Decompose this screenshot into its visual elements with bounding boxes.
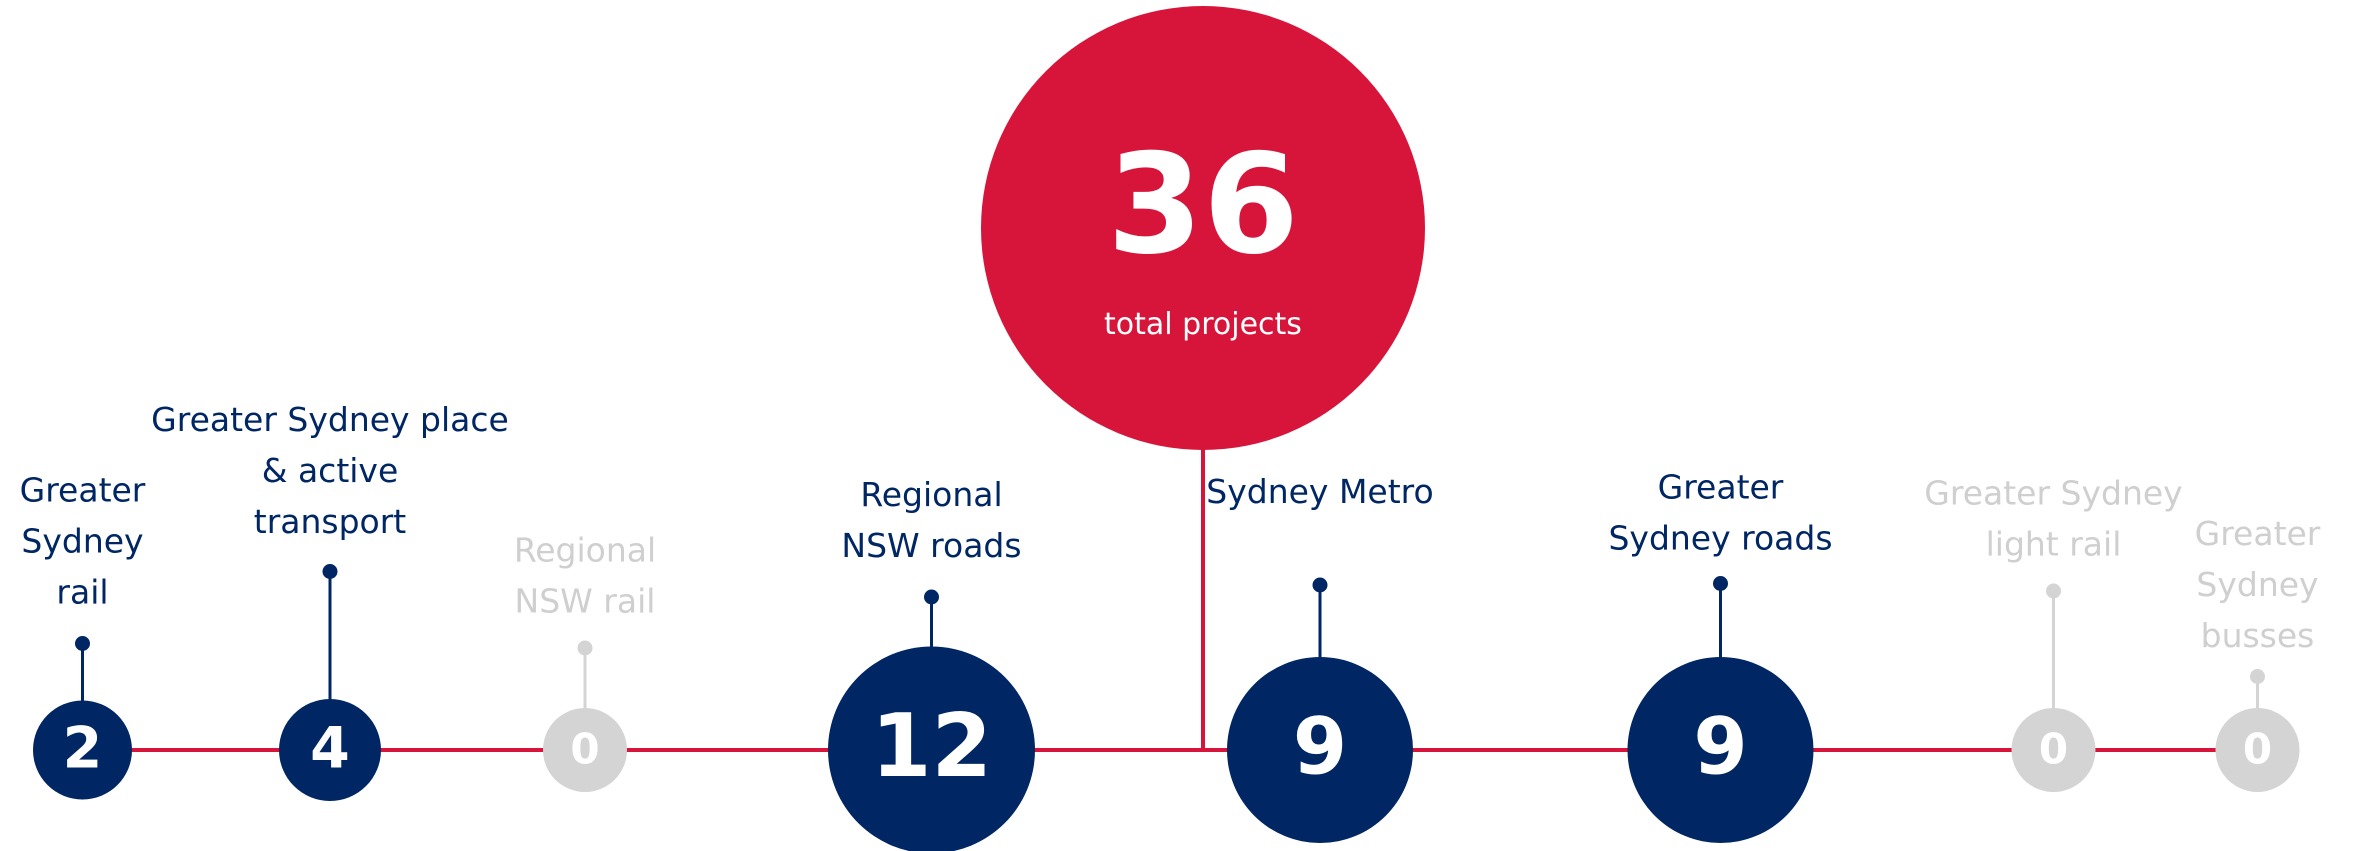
category-label: Regional xyxy=(860,475,1002,514)
category-label: busses xyxy=(2201,616,2315,655)
total-value: 36 xyxy=(1107,124,1299,285)
value: 9 xyxy=(1693,702,1747,792)
stem-dot xyxy=(322,564,338,579)
category-label: transport xyxy=(254,502,407,541)
value-circle xyxy=(543,708,627,792)
value-circle xyxy=(1627,657,1814,843)
value-circle xyxy=(2011,708,2096,792)
category-label: Sydney roads xyxy=(1608,519,1832,558)
value: 4 xyxy=(310,716,350,782)
stem-dot xyxy=(924,589,939,605)
value: 12 xyxy=(871,695,992,797)
value-circle xyxy=(2215,708,2300,792)
value-circle xyxy=(1227,657,1413,843)
category-label: Greater xyxy=(1658,468,1784,507)
category-label: NSW rail xyxy=(515,582,656,621)
value: 0 xyxy=(570,725,599,774)
category-label: Sydney xyxy=(2196,565,2318,604)
category-label: Greater Sydney place xyxy=(151,400,509,439)
stem-dot xyxy=(1713,576,1728,591)
value-circle xyxy=(828,646,1035,851)
value: 0 xyxy=(2243,725,2272,774)
category-label: NSW roads xyxy=(841,526,1021,565)
total-circle xyxy=(981,6,1425,450)
total-caption: total projects xyxy=(1104,307,1302,342)
category-label: rail xyxy=(56,573,108,612)
category-label: & active xyxy=(262,451,399,490)
category-label: Sydney Metro xyxy=(1206,472,1433,511)
category-label: Regional xyxy=(514,531,656,570)
stem-dot xyxy=(2046,583,2061,599)
value-circle xyxy=(279,699,381,801)
value: 0 xyxy=(2039,725,2068,774)
stem-dot xyxy=(2250,669,2265,684)
category-label: Greater xyxy=(2195,514,2321,553)
value: 2 xyxy=(63,716,103,782)
category-label: Sydney xyxy=(21,522,143,561)
stem-dot xyxy=(577,640,593,656)
category-label: light rail xyxy=(1986,525,2122,564)
value: 9 xyxy=(1293,702,1347,792)
stem-dot xyxy=(1312,577,1328,593)
category-label: Greater Sydney xyxy=(1924,474,2182,513)
stem-dot xyxy=(75,636,90,651)
value-circle xyxy=(33,700,132,800)
category-label: Greater xyxy=(20,471,146,510)
